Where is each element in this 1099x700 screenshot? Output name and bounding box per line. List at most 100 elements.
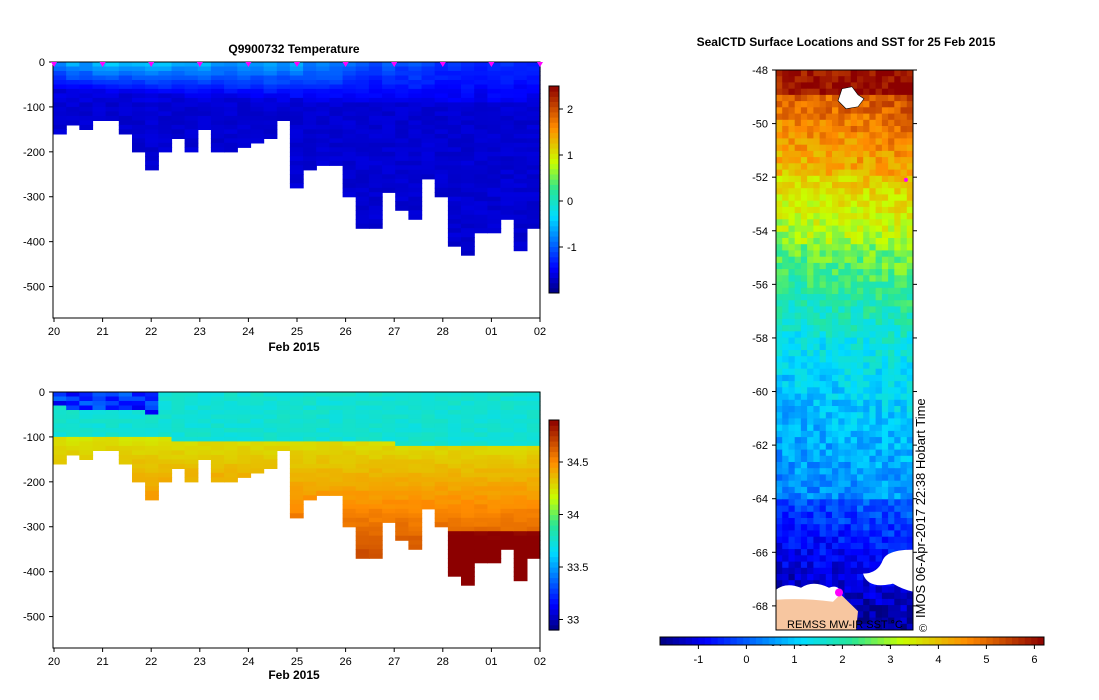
sst-cell [857,343,864,351]
sst-cell [800,455,808,463]
data-cell [263,410,278,416]
data-cell [158,106,173,112]
sst-cell [875,138,883,146]
data-cell [447,93,462,99]
sst-cell [863,138,870,146]
data-cell [66,97,80,103]
sst-cell [776,101,783,108]
data-cell [132,97,146,103]
sst-cell [788,144,796,152]
sst-cell [906,256,914,264]
data-cell [145,410,159,416]
data-cell [250,124,265,130]
seal-location [835,588,843,597]
sst-cell [838,536,845,544]
data-cell [118,436,133,442]
sst-cell [875,150,883,158]
sst-cell [875,70,883,77]
data-cell [447,124,462,130]
colorbar-cell [549,462,559,468]
sst-cell [838,530,845,538]
sst-cell [838,113,845,121]
data-cell [158,129,173,135]
sst-cell [881,542,889,550]
sst-cell [813,312,821,320]
sst-cell [906,244,914,251]
surface-marker [537,62,543,67]
data-cell [329,84,344,90]
sst-cell [788,424,796,432]
sst-cell [875,318,883,326]
data-cell [461,441,475,447]
colorbar-cell [549,593,559,600]
data-cell [237,71,252,77]
data-cell [500,183,515,189]
sst-cell [881,350,889,357]
data-cell [316,427,330,433]
data-cell [461,445,475,451]
sst-cell [807,536,814,544]
data-cell [526,174,541,180]
data-cell [474,115,488,121]
colorbar-cell [549,282,559,289]
sst-colorbar-cell [1037,637,1045,645]
sst-cell [788,94,796,102]
sst-cell [906,455,914,463]
sst-cell [894,213,901,220]
sst-cell [875,536,883,544]
data-cell [210,129,225,135]
data-cell [263,445,278,451]
data-cell [342,187,357,193]
data-cell [434,522,449,528]
sst-cell [857,542,864,550]
data-cell [158,97,173,103]
data-cell [355,205,370,211]
sst-cell [782,182,789,189]
data-cell [513,201,528,207]
sst-cell [776,462,783,469]
sst-colorbar-cell [845,637,853,645]
data-cell [421,124,436,130]
sst-cell [900,418,908,426]
sst-cell [838,449,845,457]
data-cell [303,124,317,130]
sst-cell [844,119,852,127]
sst-cell [850,518,858,525]
sst-cell [844,418,852,426]
sst-cell [863,623,870,631]
data-cell [316,97,330,103]
data-cell [526,441,541,447]
data-cell [224,423,238,429]
data-cell [487,495,502,501]
data-cell [118,405,133,411]
sst-cell [776,144,783,152]
sst-cell [900,462,908,469]
sst-cell [900,362,908,370]
data-cell [382,490,396,496]
sst-cell [832,486,839,494]
sst-cell [894,499,901,506]
sst-cell [900,206,908,214]
data-cell [421,472,436,478]
sst-cell [800,368,808,376]
sst-cell [850,424,858,432]
data-cell [197,97,212,103]
data-cell [342,71,357,77]
sst-cell [838,393,845,401]
sst-cell [813,430,821,438]
data-cell [342,102,357,108]
sst-cell [782,144,789,152]
sst-cell [832,430,839,438]
temperature-xlabel: Feb 2015 [268,340,320,354]
data-cell [276,88,291,94]
sst-cell [800,449,808,457]
sst-cell [906,542,914,550]
sst-cell [906,70,914,77]
temperature-title: Q9900732 Temperature [228,42,360,56]
data-cell [461,80,475,86]
colorbar-cell [549,467,559,474]
sst-cell [888,623,895,631]
data-cell [513,205,528,211]
sst-cell [794,542,802,550]
sst-cell [881,362,889,370]
